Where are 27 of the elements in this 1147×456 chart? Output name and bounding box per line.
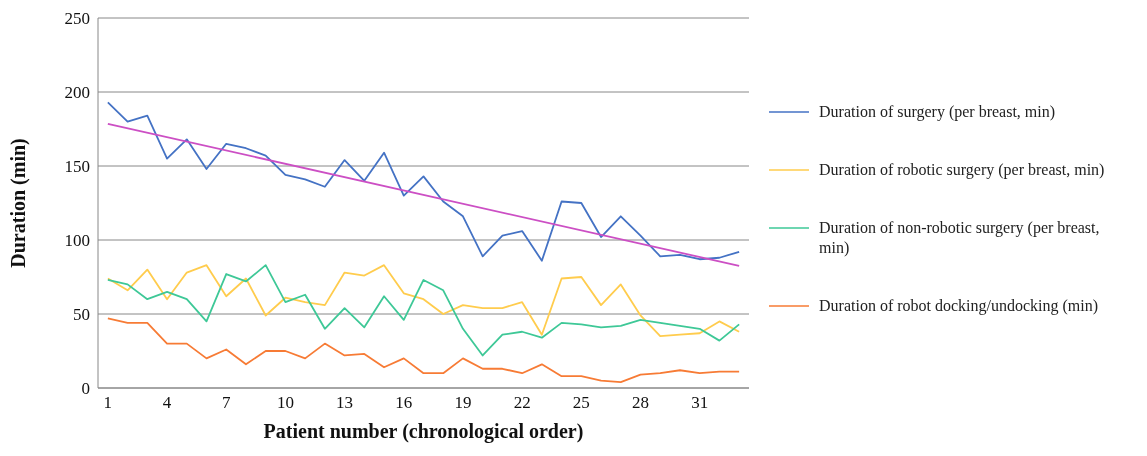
x-tick-label: 31 xyxy=(691,393,709,413)
line-series xyxy=(106,101,741,262)
x-tick-label: 19 xyxy=(454,393,472,413)
x-tick-label: 16 xyxy=(395,393,413,413)
y-tick-label: 0 xyxy=(81,379,90,399)
y-tick-label: 100 xyxy=(64,231,90,251)
x-tick-label: 13 xyxy=(336,393,354,413)
line-series xyxy=(106,264,741,357)
x-tick-label: 4 xyxy=(162,393,172,413)
legend-label: Duration of non-robotic surgery (per breast, min) xyxy=(819,218,1101,258)
x-tick-label: 7 xyxy=(221,393,231,413)
x-tick-label: 25 xyxy=(572,393,590,413)
x-tick-label: 22 xyxy=(513,393,531,413)
x-axis-title: Patient number (chronological order) xyxy=(263,420,584,443)
y-tick-label: 50 xyxy=(73,305,90,325)
legend-label: Duration of robotic surgery (per breast, min) xyxy=(819,160,1105,180)
legend-label: Duration of surgery (per breast, min) xyxy=(819,102,1056,122)
legend-label: Duration of robot docking/undocking (min) xyxy=(819,296,1099,316)
y-tick-label: 150 xyxy=(64,157,90,177)
x-tick-label: 10 xyxy=(276,393,294,413)
y-tick-label: 200 xyxy=(64,83,90,103)
line-series xyxy=(106,264,741,338)
y-axis-title: Duration (min) xyxy=(7,138,31,268)
x-tick-label: 1 xyxy=(103,393,113,413)
x-tick-label: 28 xyxy=(632,393,649,413)
y-tick-label: 250 xyxy=(64,9,90,29)
line-series xyxy=(106,317,741,383)
